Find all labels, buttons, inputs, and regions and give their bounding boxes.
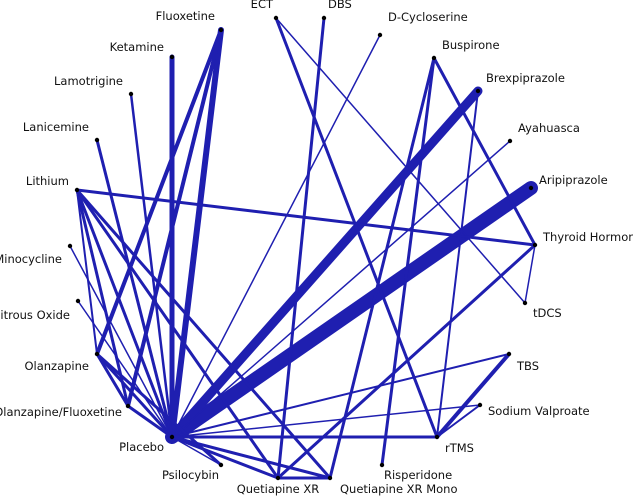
- node-label-tbs: TBS: [516, 359, 539, 373]
- edge-lithium-olzfluox: [75, 188, 130, 408]
- node-thyroid: [532, 242, 538, 248]
- node-ketamine: [169, 54, 175, 60]
- edge-thyroid-tdcs: [524, 244, 536, 304]
- edge-buspirone-quetmono: [328, 56, 436, 480]
- node-label-placebo: Placebo: [119, 440, 164, 454]
- node-label-buspirone: Buspirone: [442, 38, 500, 52]
- edge-rtms-tbs: [435, 352, 511, 439]
- edge-dbs-quetxr: [276, 16, 326, 480]
- node-label-nitrous: Nitrous Oxide: [0, 308, 70, 322]
- edge-thyroid-lithium: [76, 189, 536, 246]
- edge-olanzapine-olzfluox: [95, 352, 130, 408]
- node-ect: [273, 15, 279, 21]
- edge-placebo-dcyc: [171, 34, 381, 438]
- node-label-quetxr: Quetiapine XR: [237, 482, 320, 496]
- edge-placebo-ayahuasca: [171, 140, 511, 438]
- node-label-minocycline: Minocycline: [0, 252, 62, 266]
- edge-lithium-quetxr: [75, 188, 280, 480]
- edge-fluox-placebo: [169, 27, 224, 440]
- edge-olanzapine-placebo: [95, 352, 174, 439]
- edge-placebo-valproate: [171, 404, 481, 438]
- node-valproate: [477, 402, 483, 408]
- edge-ect-rtms: [274, 16, 439, 439]
- node-label-olzfluox: Olanzapine/Fluoxetine: [0, 405, 122, 419]
- edge-buspirone-thyroid: [432, 56, 537, 247]
- node-tdcs: [522, 300, 528, 306]
- node-label-rtms: rTMS: [445, 441, 474, 455]
- node-lamotrigine: [128, 91, 134, 97]
- edge-olanzapine-psilocybin: [95, 352, 223, 467]
- edges-layer: [69, 16, 538, 480]
- node-rtms: [434, 434, 440, 440]
- node-label-quetmono: Quetiapine XR Mono: [340, 482, 458, 496]
- node-lithium: [74, 187, 80, 193]
- edge-placebo-tbs: [171, 353, 510, 438]
- edge-ect-tdcs: [275, 17, 526, 304]
- node-label-valproate: Sodium Valproate: [488, 404, 590, 418]
- edge-placebo-psilocybin: [171, 436, 222, 466]
- edge-lithium-placebo: [75, 188, 174, 439]
- node-label-dbs: DBS: [328, 0, 352, 11]
- edge-brexpiprazole-placebo: [167, 86, 483, 442]
- node-quetxr: [275, 475, 281, 481]
- edge-quetxr-placebo: [170, 435, 280, 480]
- node-label-fluox: Fluoxetine: [156, 9, 215, 23]
- nodes-layer: [67, 15, 538, 481]
- node-ayahuasca: [507, 138, 513, 144]
- node-label-lanicemine: Lanicemine: [23, 120, 89, 134]
- node-label-tdcs: tDCS: [533, 306, 562, 320]
- node-label-ect: ECT: [251, 0, 274, 11]
- node-label-dcyc: D-Cycloserine: [388, 10, 468, 24]
- node-label-lithium: Lithium: [26, 174, 69, 188]
- edge-rtms-brexpiprazole: [436, 90, 479, 438]
- node-label-ketamine: Ketamine: [110, 40, 164, 54]
- node-label-olanzapine: Olanzapine: [24, 359, 89, 373]
- edge-olzfluox-placebo: [126, 404, 174, 439]
- node-buspirone: [431, 55, 437, 61]
- edge-buspirone-risperidone: [380, 56, 436, 467]
- edge-rtms-valproate: [436, 404, 481, 438]
- node-label-aripiprazole: Aripiprazole: [539, 173, 608, 187]
- node-risperidone: [379, 462, 385, 468]
- node-minocycline: [67, 243, 73, 249]
- node-label-psilocybin: Psilocybin: [162, 468, 219, 482]
- edge-lamotrigine-placebo: [129, 92, 174, 439]
- node-aripiprazole: [528, 185, 534, 191]
- edge-thyroid-quetxr: [276, 243, 537, 480]
- node-label-risperidone: Risperidone: [384, 468, 452, 482]
- node-psilocybin: [218, 462, 224, 468]
- node-olzfluox: [125, 403, 131, 409]
- node-brexpiprazole: [475, 88, 481, 94]
- node-placebo: [169, 434, 175, 440]
- edge-aripiprazole-placebo: [165, 181, 538, 444]
- node-quetmono: [327, 475, 333, 481]
- node-label-ayahuasca: Ayahuasca: [518, 121, 580, 135]
- node-dbs: [321, 15, 327, 21]
- node-dcyc: [377, 32, 383, 38]
- edge-fluox-olzfluox: [126, 28, 223, 408]
- node-fluox: [218, 27, 224, 33]
- edge-quetmono-lithium: [75, 188, 332, 480]
- node-nitrous: [75, 298, 81, 304]
- node-olanzapine: [94, 351, 100, 357]
- node-label-thyroid: Thyroid Hormone: [542, 230, 633, 244]
- edge-fluox-olanzapine: [95, 28, 223, 356]
- edge-lithium-olanzapine: [76, 189, 98, 355]
- node-label-brexpiprazole: Brexpiprazole: [486, 71, 565, 85]
- node-lanicemine: [94, 137, 100, 143]
- node-label-lamotrigine: Lamotrigine: [54, 74, 123, 88]
- edge-lanicemine-placebo: [95, 138, 174, 439]
- node-tbs: [506, 351, 512, 357]
